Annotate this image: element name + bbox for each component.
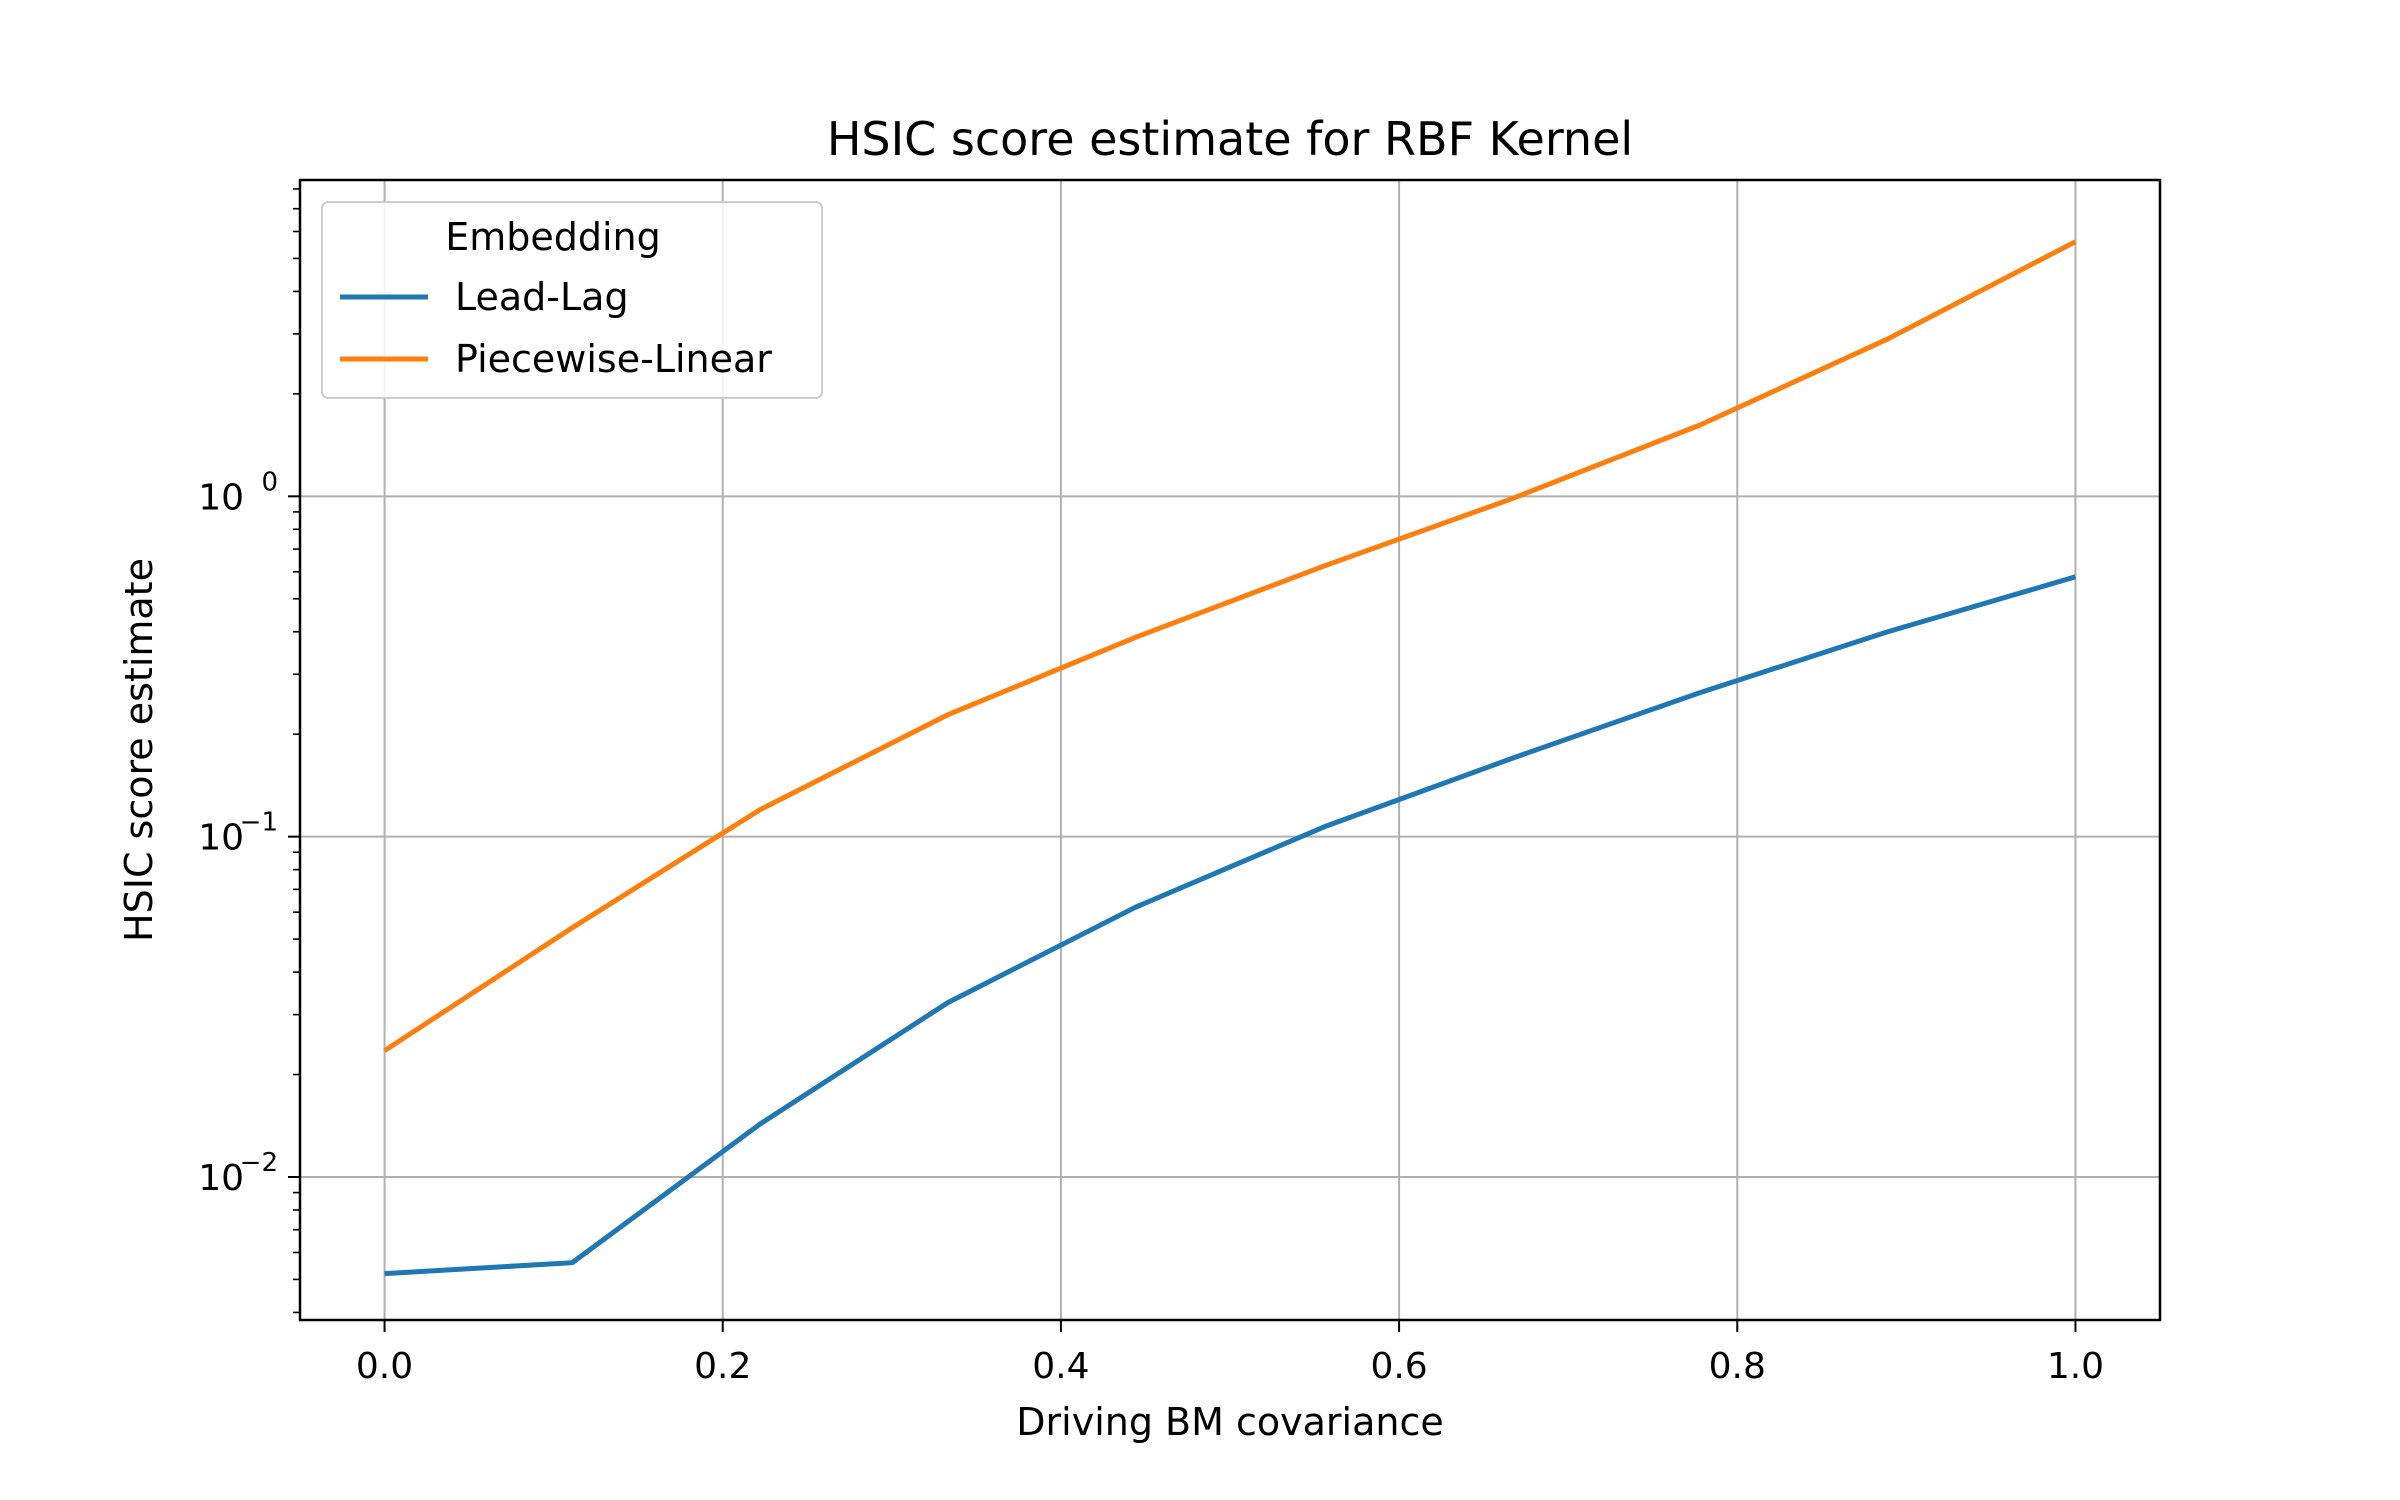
plot-frame	[298, 178, 2162, 1322]
x-tick-label: 0.0	[356, 1346, 413, 1387]
series-line-lead-lag	[384, 574, 2077, 1277]
chart-title: HSIC score estimate for RBF Kernel	[827, 112, 1633, 166]
y-tick-exponent: −2	[240, 1148, 278, 1178]
y-axis-label: HSIC score estimate	[117, 558, 161, 942]
y-tick-exponent: 0	[261, 467, 278, 497]
series-line-piecewise-linear	[383, 239, 2077, 1053]
y-tick-label: 10	[198, 1158, 244, 1199]
x-tick-label: 0.2	[694, 1346, 751, 1387]
legend-label-lead-lag: Lead-Lag	[455, 275, 629, 319]
legend-title: Embedding	[445, 215, 661, 259]
series-layer	[383, 239, 2077, 1277]
legend-label-piecewise-linear: Piecewise-Linear	[455, 337, 772, 381]
x-tick-label: 1.0	[2047, 1346, 2104, 1387]
x-tick-label: 0.4	[1032, 1346, 1089, 1387]
x-axis-label: Driving BM covariance	[1016, 1400, 1443, 1444]
x-axis: 0.0 0.2 0.4 0.6 0.8 1.0	[356, 1320, 2104, 1387]
x-tick-label: 0.8	[1709, 1346, 1766, 1387]
y-tick-label: 10	[198, 477, 244, 518]
x-tick-label: 0.6	[1370, 1346, 1427, 1387]
y-tick-label: 10	[198, 818, 244, 859]
y-axis: 10−210−110 0	[198, 188, 300, 1314]
grid-lines	[300, 180, 2160, 1320]
y-tick-exponent: −1	[240, 808, 278, 838]
legend-box	[321, 201, 823, 399]
legend: Embedding Lead-Lag Piecewise-Linear	[321, 201, 823, 399]
